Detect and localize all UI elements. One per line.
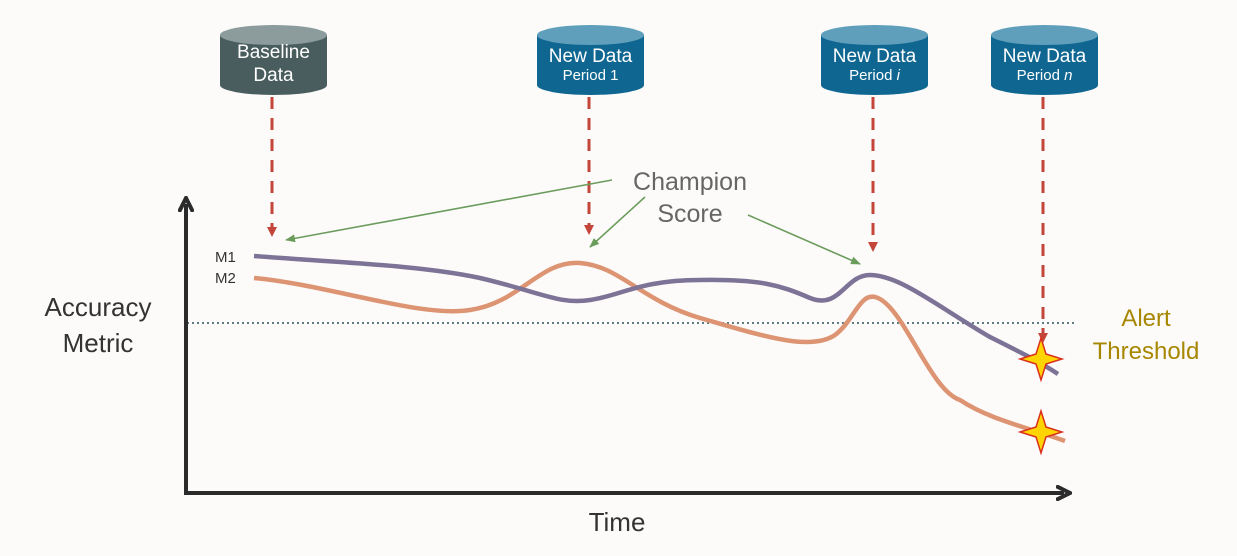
cylinder-top bbox=[220, 25, 327, 45]
series-m1-line bbox=[253, 253, 1060, 376]
cylinder-top bbox=[537, 25, 644, 45]
cylinder-title: New Data bbox=[833, 46, 917, 67]
x-axis-label: Time bbox=[589, 507, 646, 537]
cylinder-top bbox=[821, 25, 928, 45]
series-m2-line bbox=[253, 260, 1066, 444]
cylinder-title: New Data bbox=[549, 46, 633, 67]
y-axis-label-line2: Metric bbox=[63, 328, 134, 358]
alert-label: Alert bbox=[1121, 305, 1171, 332]
champion-label: Champion bbox=[633, 168, 747, 196]
y-axis-label-line1: Accuracy bbox=[45, 292, 152, 322]
cylinder-body bbox=[821, 35, 928, 95]
cylinder-body bbox=[220, 35, 327, 95]
cylinder-body bbox=[991, 35, 1098, 95]
cylinder-subtitle: Period n bbox=[1017, 67, 1073, 84]
cylinder-body bbox=[537, 35, 644, 95]
cylinder-title: New Data bbox=[1003, 46, 1087, 67]
score-label: Score bbox=[657, 200, 722, 228]
alert-star-icon bbox=[1017, 335, 1065, 383]
series-m2-label: M2 bbox=[215, 270, 236, 287]
series-m1-label: M1 bbox=[215, 249, 236, 266]
champion-arrows bbox=[285, 179, 861, 265]
dashed-arrows bbox=[267, 97, 1048, 343]
cylinder-top bbox=[991, 25, 1098, 45]
cylinder-subtitle: Data bbox=[253, 65, 294, 86]
cylinder-title: Baseline bbox=[237, 42, 310, 63]
threshold-label: Threshold bbox=[1093, 338, 1200, 365]
cylinder-subtitle: Period i bbox=[849, 67, 901, 84]
cylinder-subtitle: Period 1 bbox=[563, 67, 619, 84]
alert-star-icon bbox=[1017, 408, 1065, 456]
